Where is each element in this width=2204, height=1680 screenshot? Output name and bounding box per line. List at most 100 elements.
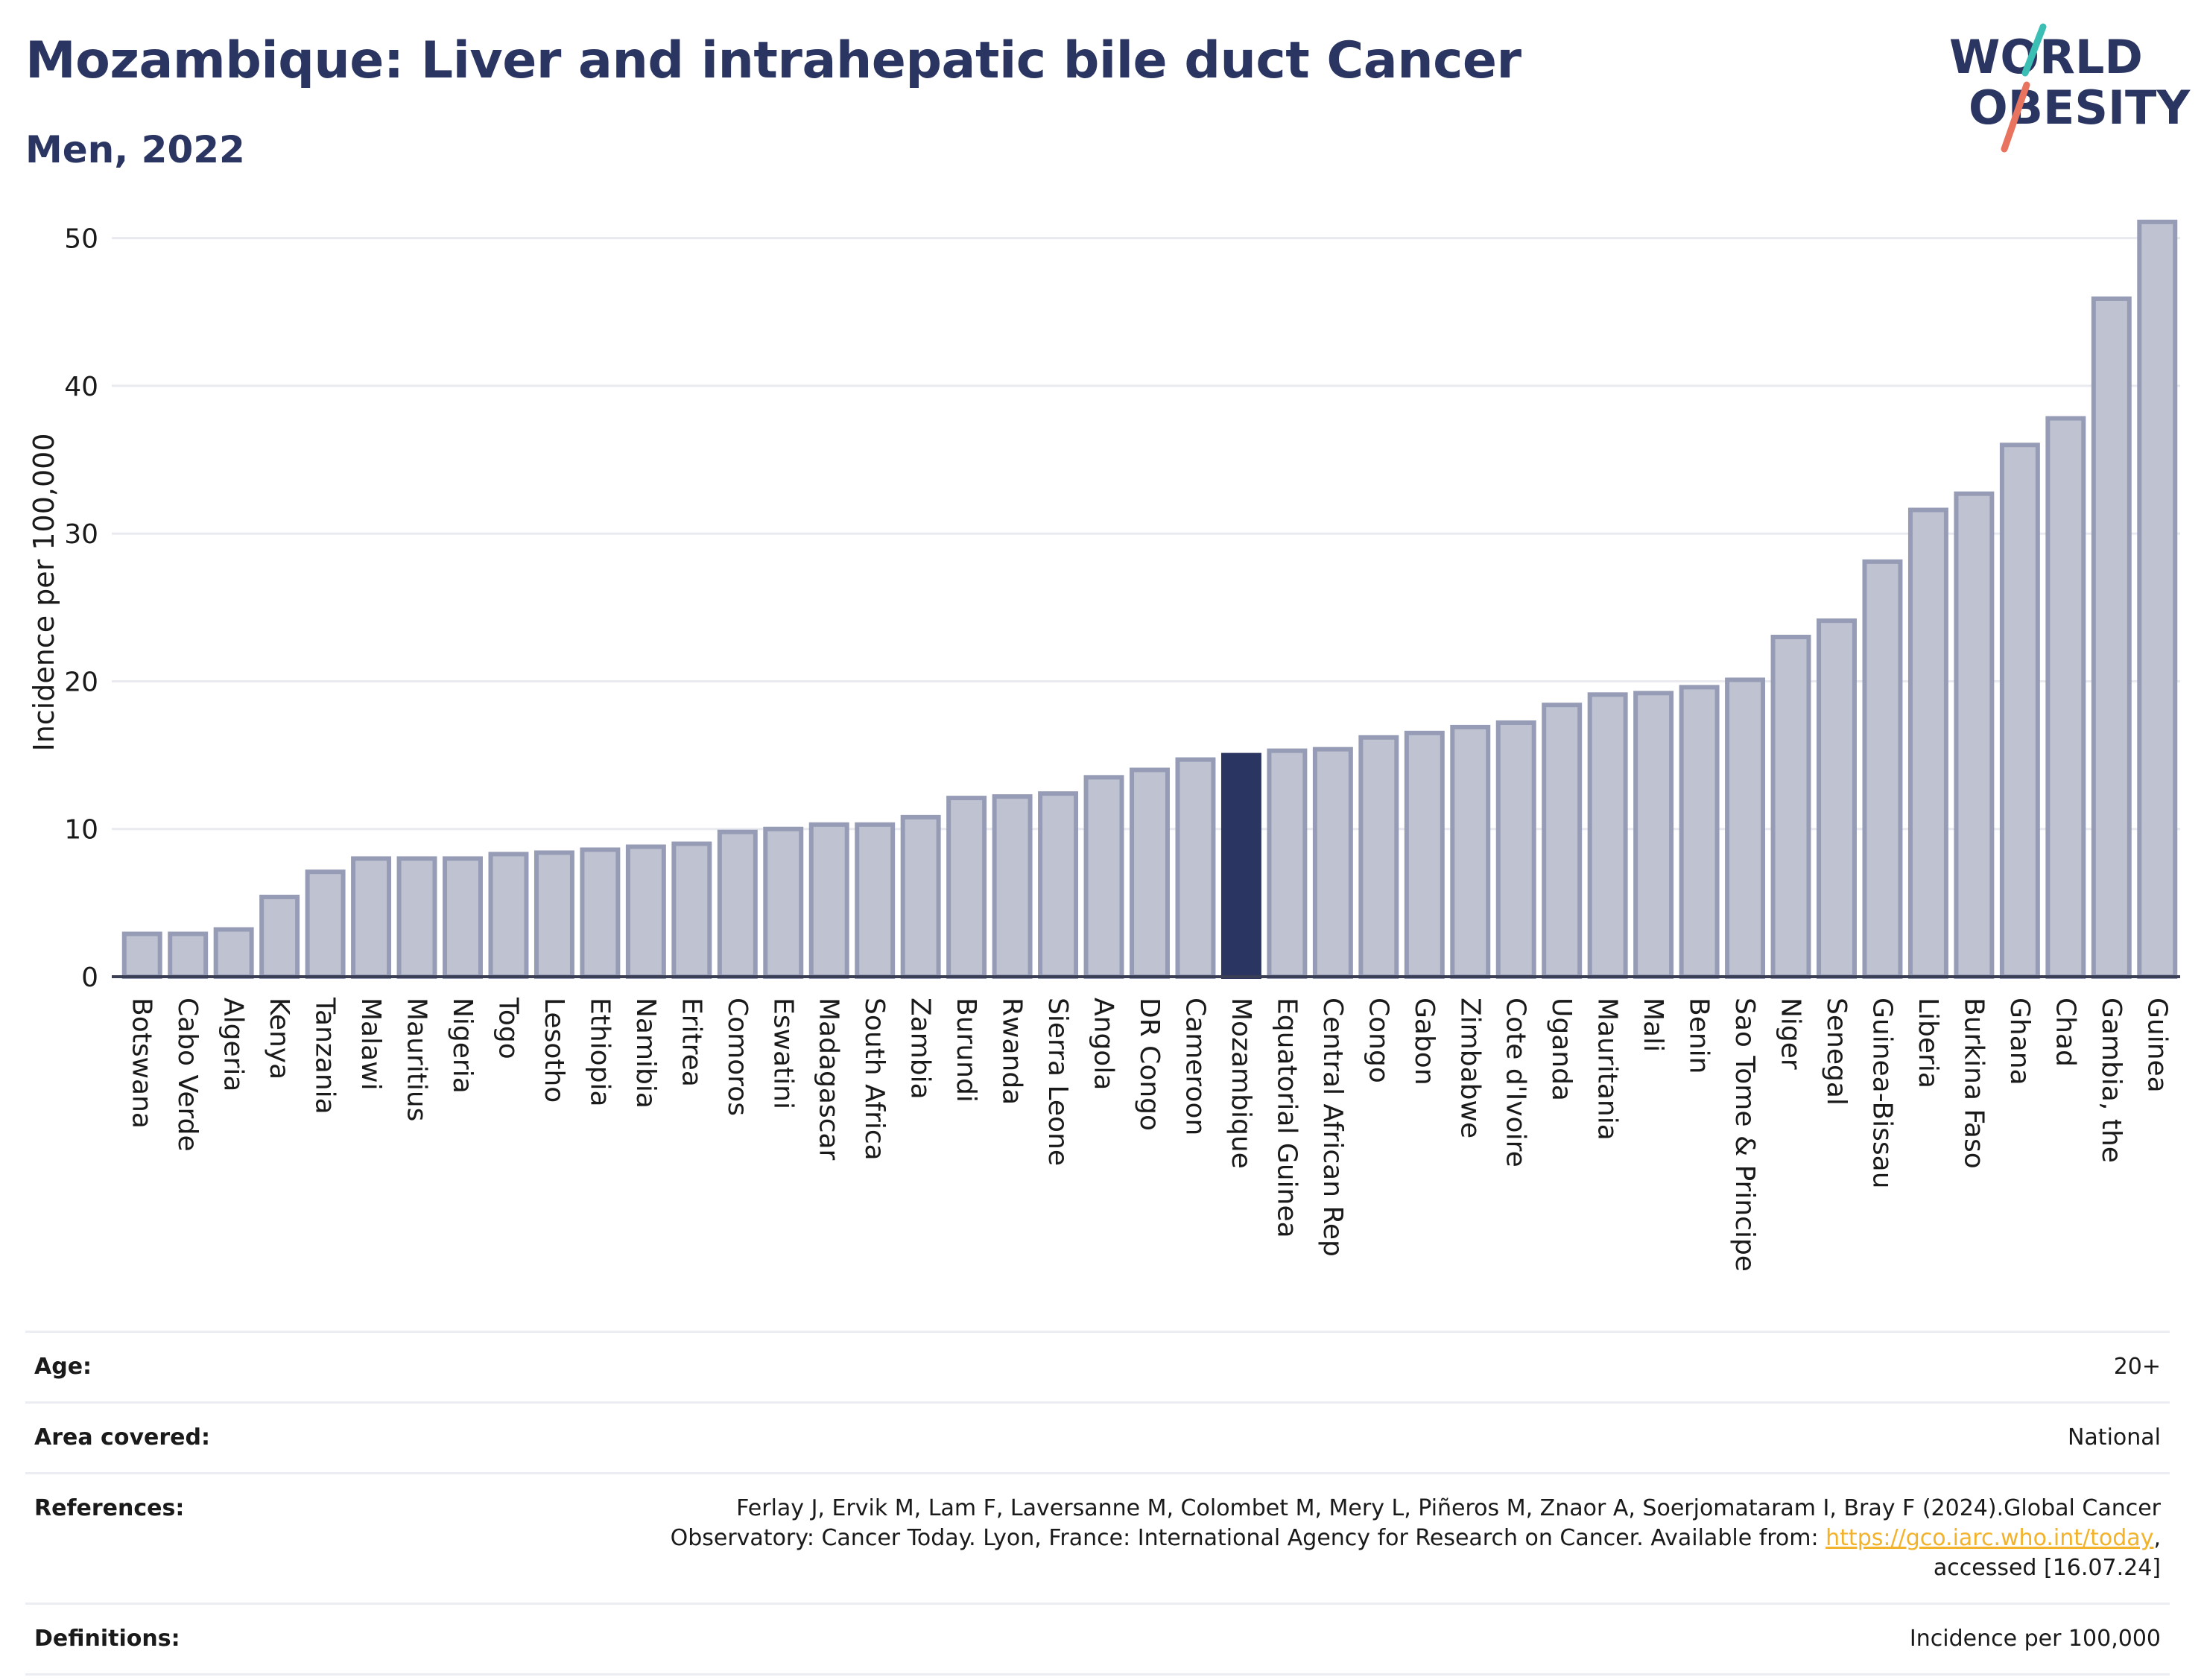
bar-uganda — [1542, 703, 1583, 980]
bar-algeria — [213, 927, 254, 979]
bar-burundi — [946, 796, 987, 979]
bar-sao-tome-principe — [1725, 677, 1766, 979]
references-line2-end: , — [2153, 1525, 2161, 1551]
bar-burkina-faso — [1954, 491, 1995, 979]
definitions-label: Definitions: — [34, 1626, 180, 1652]
info-row-definitions: Definitions: Incidence per 100,000 — [25, 1603, 2170, 1675]
bar-congo — [1358, 735, 1399, 979]
age-label: Age: — [34, 1354, 92, 1380]
bar-equatorial-guinea — [1267, 748, 1308, 979]
x-tick-label: Tanzania — [310, 997, 341, 1115]
x-axis-labels: Botswana Cabo Verde Algeria Kenya Tanzania Ma… — [127, 997, 2173, 1272]
logo-word-obesity: OBESITY — [1969, 80, 2191, 135]
logo-word-world: WORLD — [1949, 30, 2143, 84]
bar-lesotho — [533, 850, 574, 980]
x-tick-label: Cabo Verde — [172, 998, 203, 1152]
x-tick-label: Madagascar — [814, 998, 844, 1161]
x-tick-label: Cameroon — [1179, 998, 1210, 1135]
area-value: National — [2067, 1424, 2161, 1451]
bar-angola — [1083, 775, 1124, 979]
x-tick-label: Zimbabwe — [1454, 998, 1485, 1138]
x-tick-label: Mozambique — [1226, 998, 1256, 1169]
bar-senegal — [1817, 618, 1857, 979]
y-axis-label: Incidence per 100,000 — [28, 433, 60, 751]
x-tick-label: Congo — [1363, 998, 1393, 1083]
bar-dr-congo — [1130, 767, 1170, 980]
x-tick-label: Kenya — [264, 998, 294, 1080]
x-tick-label: Mauritius — [402, 998, 432, 1121]
area-label: Area covered: — [34, 1424, 210, 1451]
bar-cameroon — [1175, 757, 1216, 980]
bar-malawi — [351, 856, 392, 980]
bar-benin — [1679, 685, 1720, 980]
info-row-age: Age: 20+ — [25, 1331, 2170, 1403]
bar-botswana — [121, 931, 162, 980]
x-tick-label: Senegal — [1821, 998, 1852, 1106]
y-tick-label: 40 — [64, 372, 98, 402]
bar-kenya — [259, 894, 300, 979]
bar-sierra-leone — [1038, 791, 1079, 979]
y-tick-label: 30 — [64, 519, 98, 550]
x-tick-label: South Africa — [859, 998, 890, 1161]
info-table: Age: 20+ Area covered: National Referenc… — [25, 1331, 2170, 1676]
x-tick-label: Niger — [1776, 998, 1806, 1070]
x-tick-label: Zambia — [905, 998, 936, 1100]
x-tick-label: Guinea-Bissau — [1866, 998, 1897, 1189]
y-tick-label: 0 — [81, 963, 98, 993]
y-tick-label: 10 — [64, 815, 98, 846]
bar-zimbabwe — [1450, 724, 1491, 979]
x-tick-label: Chad — [2050, 998, 2080, 1067]
bar-ethiopia — [580, 847, 621, 979]
bar-cabo-verde — [168, 931, 209, 980]
x-tick-label: Botswana — [127, 998, 157, 1129]
x-tick-label: Equatorial Guinea — [1271, 998, 1302, 1238]
bar-madagascar — [808, 822, 849, 980]
y-axis-ticks: 0 10 20 30 40 50 — [64, 224, 98, 993]
references-line2: Observatory: Cancer Today. Lyon, France:… — [670, 1525, 1826, 1551]
x-tick-label: Namibia — [630, 998, 661, 1109]
bar-eswatini — [763, 826, 804, 979]
x-tick-label: Central African Rep — [1317, 998, 1348, 1257]
info-row-area: Area covered: National — [25, 1402, 2170, 1474]
x-tick-label: Mali — [1638, 998, 1668, 1052]
logo-slash-teal — [2021, 23, 2047, 77]
info-row-references: References: Ferlay J, Ervik M, Lam F, La… — [25, 1473, 2170, 1604]
bar-mozambique — [1220, 752, 1261, 979]
x-tick-label: Angola — [1089, 998, 1119, 1090]
logo-slash-coral — [2001, 81, 2030, 153]
x-tick-label: Burundi — [951, 998, 981, 1103]
bar-namibia — [625, 844, 666, 979]
x-tick-label: Cote d'Ivoire — [1501, 998, 1531, 1167]
x-tick-label: Rwanda — [997, 998, 1027, 1105]
bar-cote-d-ivoire — [1495, 720, 1536, 979]
bar-mauritius — [396, 856, 437, 980]
x-tick-label: Nigeria — [447, 998, 478, 1094]
bar-gabon — [1404, 730, 1445, 979]
chart-subtitle: Men, 2022 — [25, 128, 245, 171]
bar-comoros — [717, 829, 758, 980]
x-tick-label: Uganda — [1546, 998, 1577, 1101]
bar-ghana — [1999, 443, 2040, 979]
bar-liberia — [1907, 507, 1948, 979]
bar-rwanda — [992, 794, 1033, 980]
x-tick-label: Gabon — [1409, 998, 1440, 1085]
bar-mali — [1633, 691, 1674, 979]
world-obesity-logo: WORLD OBESITY — [1949, 23, 2191, 153]
bar-central-african-rep — [1312, 747, 1353, 980]
x-tick-label: Malawi — [355, 998, 386, 1091]
bar-gambia-the — [2091, 296, 2132, 980]
bars — [121, 219, 2178, 980]
x-tick-label: Togo — [493, 997, 523, 1059]
x-tick-label: Sierra Leone — [1042, 998, 1073, 1166]
x-tick-label: Benin — [1684, 998, 1714, 1074]
bar-niger — [1770, 634, 1811, 979]
bar-zambia — [900, 814, 941, 980]
x-tick-label: Liberia — [1913, 998, 1943, 1088]
references-line3: accessed [16.07.24] — [1933, 1555, 2161, 1581]
x-tick-label: Guinea — [2141, 998, 2172, 1093]
bar-eritrea — [671, 841, 712, 980]
x-tick-label: Lesotho — [539, 998, 569, 1103]
x-tick-label: Mauritania — [1592, 998, 1623, 1141]
references-link[interactable]: https://gco.iarc.who.int/today — [1825, 1525, 2154, 1551]
x-tick-label: Algeria — [218, 998, 249, 1092]
